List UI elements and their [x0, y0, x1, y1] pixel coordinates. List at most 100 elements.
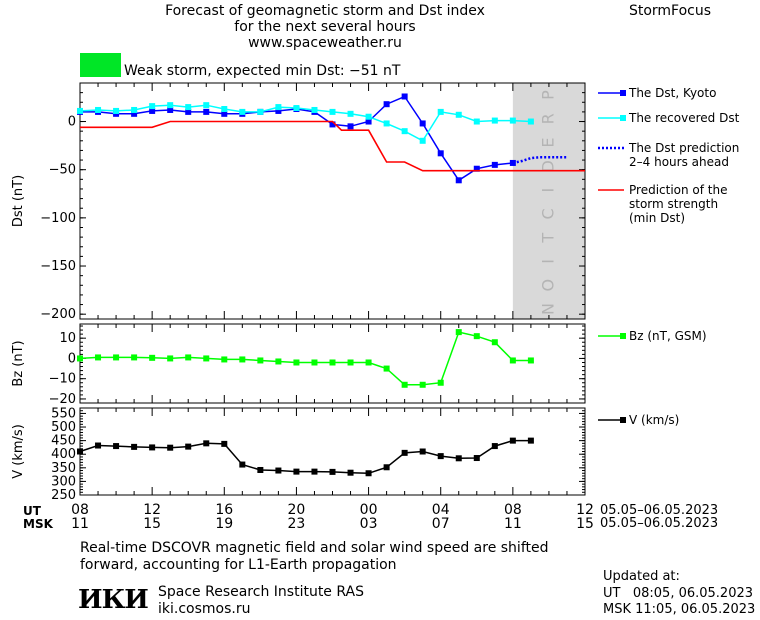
data-point [401, 381, 408, 388]
data-point [185, 108, 192, 115]
y-tick-label: −100 [40, 211, 76, 226]
y-axis-label: Bz (nT) [11, 340, 26, 386]
y-tick-label: 10 [59, 331, 76, 346]
y-tick-label: 450 [51, 434, 76, 449]
data-point [419, 381, 426, 388]
msk-tick-label: 11 [504, 516, 522, 532]
msk-tick-label: 19 [215, 516, 233, 532]
msk-tick-label: 03 [360, 516, 378, 532]
data-point [113, 354, 120, 361]
data-point [257, 108, 264, 115]
prediction-letter: I [538, 259, 557, 264]
ut-date-range: 05.05–06.05.2023 [600, 503, 719, 518]
data-point [437, 453, 444, 460]
msk-tick-label: 23 [288, 516, 306, 532]
plot-frame [79, 407, 586, 496]
data-point [473, 118, 480, 125]
data-point [293, 468, 300, 475]
legend-label: The recovered Dst [628, 111, 740, 125]
data-point [203, 108, 210, 115]
institute-site: iki.cosmos.ru [158, 601, 251, 617]
data-point [383, 120, 390, 127]
data-point [491, 443, 498, 450]
legend-label: Bz (nT, GSM) [629, 329, 707, 343]
data-point [221, 356, 228, 363]
data-point [509, 159, 516, 166]
msk-tick-label: 15 [576, 516, 594, 532]
data-point [113, 107, 120, 114]
prediction-letter: D [538, 160, 557, 172]
data-point [365, 470, 372, 477]
data-point [365, 113, 372, 120]
data-point [455, 329, 462, 336]
data-point [329, 108, 336, 115]
data-point [77, 355, 83, 362]
data-point [131, 110, 138, 117]
y-tick-label: 0 [68, 351, 76, 366]
data-point [221, 440, 228, 447]
data-point [437, 108, 444, 115]
data-point [527, 357, 534, 364]
ut-tick-label: 00 [360, 502, 378, 518]
data-point [221, 106, 228, 113]
data-point [491, 117, 498, 124]
data-point [149, 103, 156, 110]
series-line [512, 155, 567, 165]
y-axis-label: Dst (nT) [11, 175, 26, 227]
data-point [419, 448, 426, 455]
storm-level-swatch [80, 53, 121, 77]
data-point [239, 356, 246, 363]
prediction-letter: P [538, 90, 557, 100]
time-axis-labels: 08 12 16 20 00 04 08 12 11 15 19 23 03 07 11 15 [71, 502, 594, 532]
iki-logo: ИКИ [78, 585, 149, 615]
chart-panel-1: P R E D I C T I ON 0 −50 −100 −150 −200 Dst (nT) The Ds… [11, 82, 740, 322]
updated-label: Updated at: [603, 569, 680, 584]
data-point [527, 437, 534, 444]
msk-tick-label: 07 [432, 516, 450, 532]
y-tick-label: −20 [49, 392, 76, 407]
y-tick-label: 400 [51, 447, 76, 462]
data-point [311, 359, 318, 366]
prediction-letter: T [538, 233, 557, 244]
data-point [95, 106, 102, 113]
data-point [131, 443, 138, 450]
prediction-letter: R [538, 113, 557, 124]
data-point [95, 354, 102, 361]
y-tick-label: 0 [68, 115, 76, 130]
msk-axis-label: MSK [23, 517, 53, 531]
data-point [311, 468, 318, 475]
series-1-1: The Dst, Kyoto [77, 86, 716, 184]
y-tick-label: −50 [49, 163, 76, 178]
series-line [79, 331, 531, 386]
series-2-1: Bz (nT, GSM) [77, 329, 707, 388]
data-point [95, 442, 102, 449]
data-point [167, 102, 174, 109]
website-label: www.spaceweather.ru [248, 35, 402, 51]
y-axis-label: V (km/s) [11, 424, 26, 479]
ut-tick-label: 08 [504, 502, 522, 518]
footer-note-line-2: forward, accounting for L1-Earth propaga… [80, 557, 397, 573]
data-point [383, 464, 390, 471]
data-point [113, 443, 120, 450]
legend-label: The Dst prediction [628, 141, 739, 155]
y-tick-label: 250 [51, 488, 76, 503]
brand-label: StormFocus [628, 3, 712, 19]
msk-tick-label: 15 [143, 516, 161, 532]
data-point [275, 358, 282, 365]
data-point [257, 466, 264, 473]
ut-tick-label: 20 [288, 502, 306, 518]
ut-axis-label: UT [23, 504, 41, 518]
prediction-letter: N [538, 303, 557, 315]
data-point [293, 105, 300, 112]
legend-label: (min Dst) [629, 211, 685, 225]
data-point [275, 107, 282, 114]
data-point [455, 455, 462, 462]
data-point [239, 461, 246, 468]
data-point [419, 137, 426, 144]
legend-label: Prediction of the [629, 183, 728, 197]
chart-title: Forecast of geomagnetic storm and Dst in… [110, 3, 540, 51]
legend-marker [620, 417, 626, 423]
